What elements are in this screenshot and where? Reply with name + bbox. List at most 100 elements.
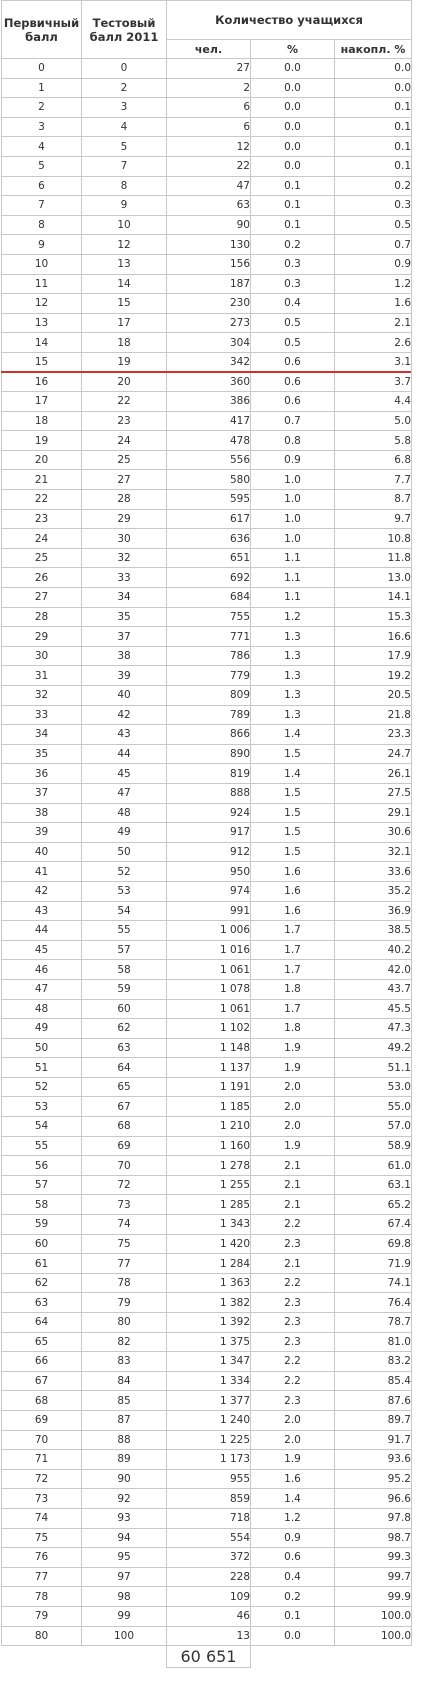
percent-cell: 1.2 <box>250 606 335 628</box>
primary-score-cell: 71 <box>1 1449 82 1470</box>
table-row: 56 70 1 278 2.1 61.0 <box>1 1155 412 1176</box>
cumulative-percent-cell: 65.2 <box>334 1194 412 1216</box>
percent-cell: 1.4 <box>250 1488 335 1509</box>
test-score-cell: 38 <box>81 645 167 667</box>
cumulative-percent-cell: 13.0 <box>334 567 412 589</box>
test-score-cell: 10 <box>81 214 167 236</box>
test-score-cell: 64 <box>81 1057 167 1078</box>
people-count-cell: 230 <box>166 293 251 314</box>
table-row: 7 9 63 0.1 0.3 <box>1 195 412 216</box>
percent-cell: 2.1 <box>250 1253 335 1274</box>
test-score-cell: 77 <box>81 1253 167 1274</box>
table-row: 48 60 1 061 1.7 45.5 <box>1 998 412 1020</box>
people-count-cell: 1 191 <box>166 1076 251 1098</box>
cumulative-percent-cell: 53.0 <box>334 1076 412 1098</box>
primary-score-cell: 58 <box>1 1194 82 1216</box>
percent-cell: 1.3 <box>250 645 335 667</box>
test-score-cell: 23 <box>81 410 167 432</box>
table-row: 55 69 1 160 1.9 58.9 <box>1 1135 412 1157</box>
cumulative-percent-cell: 27.5 <box>334 782 412 804</box>
cumulative-percent-cell: 67.4 <box>334 1214 412 1235</box>
table-row: 74 93 718 1.2 97.8 <box>1 1507 412 1529</box>
table-row: 29 37 771 1.3 16.6 <box>1 626 412 647</box>
people-count-cell: 1 255 <box>166 1174 251 1196</box>
people-count-cell: 779 <box>166 665 251 686</box>
percent-cell: 0.5 <box>250 332 335 353</box>
table-row: 71 89 1 173 1.9 93.6 <box>1 1449 412 1470</box>
percent-cell: 2.0 <box>250 1076 335 1098</box>
cumulative-percent-cell: 58.9 <box>334 1135 412 1157</box>
table-row: 47 59 1 078 1.8 43.7 <box>1 978 412 1000</box>
test-score-cell: 43 <box>81 724 167 745</box>
people-count-cell: 1 006 <box>166 920 251 941</box>
cumulative-percent-cell: 24.7 <box>334 743 412 765</box>
table-row: 32 40 809 1.3 20.5 <box>1 685 412 706</box>
cumulative-percent-cell: 11.8 <box>334 547 412 569</box>
score-conversion-table: Первичный балл Тестовый балл 2011 Количе… <box>1 0 412 1669</box>
percent-cell: 0.6 <box>250 371 335 393</box>
test-score-cell: 60 <box>81 998 167 1020</box>
table-row: 63 79 1 382 2.3 76.4 <box>1 1292 412 1313</box>
table-row: 59 74 1 343 2.2 67.4 <box>1 1214 412 1235</box>
primary-score-cell: 55 <box>1 1135 82 1157</box>
cumulative-percent-cell: 32.1 <box>334 841 412 863</box>
people-count-cell: 13 <box>166 1625 251 1647</box>
people-count-cell: 109 <box>166 1586 251 1607</box>
primary-score-cell: 9 <box>1 234 82 255</box>
percent-cell: 1.0 <box>250 508 335 530</box>
primary-score-cell: 61 <box>1 1253 82 1274</box>
percent-cell: 2.2 <box>250 1214 335 1235</box>
primary-score-cell: 27 <box>1 587 82 608</box>
table-row: 4 5 12 0.0 0.1 <box>1 136 412 157</box>
table-row: 54 68 1 210 2.0 57.0 <box>1 1116 412 1137</box>
cumulative-percent-cell: 0.1 <box>334 116 412 138</box>
test-score-cell: 3 <box>81 97 167 118</box>
people-count-cell: 22 <box>166 155 251 177</box>
percent-cell: 2.1 <box>250 1194 335 1216</box>
total-count: 60 651 <box>166 1645 251 1669</box>
percent-cell: 0.0 <box>250 77 335 99</box>
people-count-cell: 1 343 <box>166 1214 251 1235</box>
cumulative-percent-cell: 99.3 <box>334 1547 412 1568</box>
primary-score-cell: 74 <box>1 1507 82 1529</box>
people-count-cell: 372 <box>166 1547 251 1568</box>
table-row: 35 44 890 1.5 24.7 <box>1 743 412 765</box>
cumulative-percent-cell: 74.1 <box>334 1272 412 1294</box>
cumulative-percent-cell: 6.8 <box>334 449 412 471</box>
cumulative-percent-cell: 87.6 <box>334 1390 412 1411</box>
primary-score-cell: 57 <box>1 1174 82 1196</box>
percent-cell: 0.4 <box>250 293 335 314</box>
test-score-cell: 5 <box>81 136 167 157</box>
people-count-cell: 1 078 <box>166 978 251 1000</box>
percent-cell: 0.2 <box>250 1586 335 1607</box>
test-score-cell: 72 <box>81 1174 167 1196</box>
people-count-cell: 692 <box>166 567 251 589</box>
test-score-cell: 22 <box>81 391 167 412</box>
table-row: 45 57 1 016 1.7 40.2 <box>1 939 412 961</box>
people-count-cell: 342 <box>166 351 251 373</box>
table-row: 21 27 580 1.0 7.7 <box>1 469 412 491</box>
table-row: 61 77 1 284 2.1 71.9 <box>1 1253 412 1274</box>
people-count-cell: 90 <box>166 214 251 236</box>
primary-score-cell: 38 <box>1 802 82 824</box>
primary-score-cell: 26 <box>1 567 82 589</box>
table-row: 15 19 342 0.6 3.1 <box>1 351 412 373</box>
test-score-cell: 59 <box>81 978 167 1000</box>
table-row: 53 67 1 185 2.0 55.0 <box>1 1096 412 1118</box>
test-score-cell: 45 <box>81 763 167 784</box>
percent-cell: 1.7 <box>250 998 335 1020</box>
table-row: 64 80 1 392 2.3 78.7 <box>1 1312 412 1333</box>
primary-score-cell: 73 <box>1 1488 82 1509</box>
table-row: 73 92 859 1.4 96.6 <box>1 1488 412 1509</box>
test-score-cell: 82 <box>81 1331 167 1353</box>
test-score-cell: 7 <box>81 155 167 177</box>
percent-cell: 0.6 <box>250 1547 335 1568</box>
primary-score-cell: 7 <box>1 195 82 216</box>
people-count-cell: 1 185 <box>166 1096 251 1118</box>
table-row: 27 34 684 1.1 14.1 <box>1 587 412 608</box>
test-score-cell: 88 <box>81 1429 167 1451</box>
primary-score-cell: 52 <box>1 1076 82 1098</box>
people-count-cell: 556 <box>166 449 251 471</box>
table-row: 50 63 1 148 1.9 49.2 <box>1 1037 412 1059</box>
percent-cell: 1.9 <box>250 1037 335 1059</box>
